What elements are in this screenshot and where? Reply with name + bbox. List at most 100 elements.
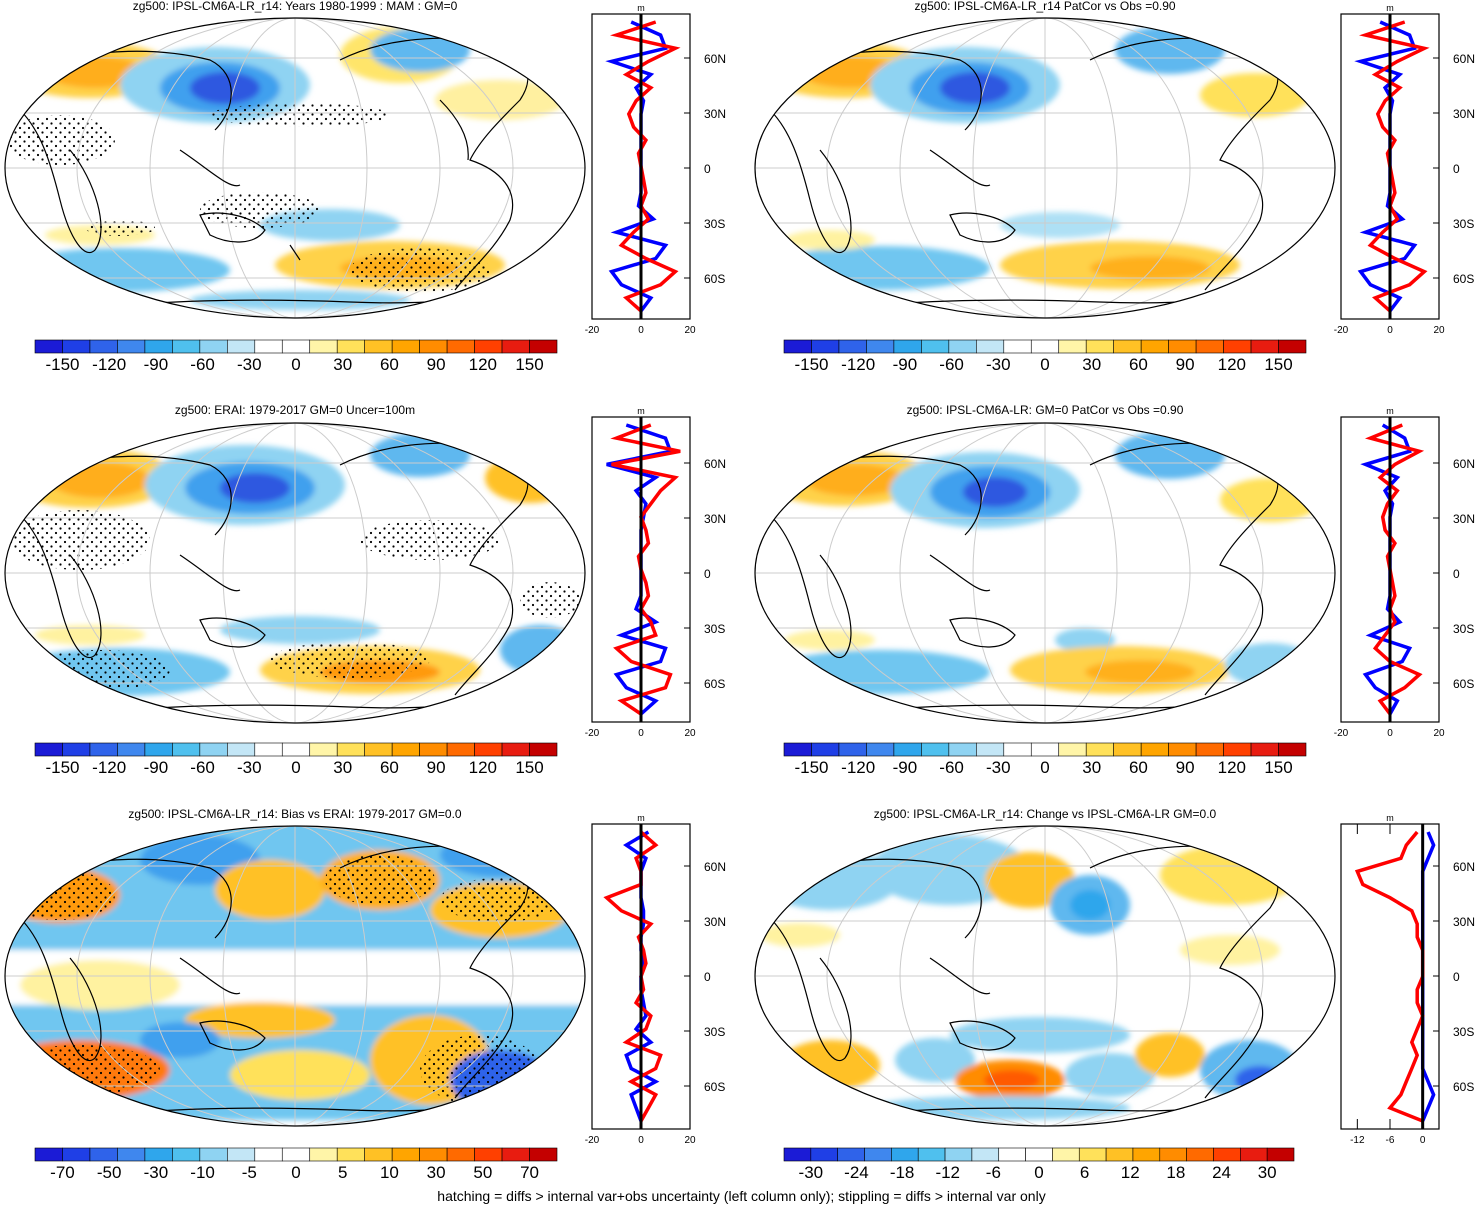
colorbar-label: 150 (1264, 355, 1292, 374)
colorbar-swatch (117, 1147, 146, 1162)
panel-1-title: zg500: IPSL-CM6A-LR_r14: Years 1980-1999… (133, 0, 458, 13)
colorbar-label: 120 (469, 355, 497, 374)
colorbar-swatch (144, 339, 173, 354)
colorbar-label: -30 (986, 355, 1011, 374)
panel-4-colorbar: -150 -120 -90 -60 -30 0 30 60 90 120 150 (783, 742, 1307, 777)
colorbar-swatch (921, 742, 950, 757)
colorbar-label: -150 (45, 758, 79, 777)
panel-6: zg500: IPSL-CM6A-LR_r14: Change vs IPSL-… (754, 807, 1475, 1182)
map-border (754, 17, 1336, 319)
colorbar-swatch (1195, 339, 1224, 354)
colorbar-label: -90 (893, 758, 918, 777)
coastlines (769, 442, 1279, 718)
colorbar-label: 6 (1080, 1163, 1089, 1182)
colorbar-label: -30 (144, 1163, 169, 1182)
x-tick-label: 0 (638, 1135, 644, 1146)
map-border (4, 422, 586, 724)
colorbar-swatch (998, 1147, 1026, 1162)
colorbar-swatch (89, 742, 118, 757)
figure-footer: hatching = diffs > internal var+obs unce… (437, 1188, 1046, 1204)
map-border (754, 422, 1336, 724)
colorbar-swatch (1223, 742, 1252, 757)
colorbar-swatch (1030, 339, 1060, 354)
colorbar-label: 30 (1258, 1163, 1277, 1182)
colorbar-swatch (1140, 339, 1169, 354)
colorbar-swatch (1168, 339, 1197, 354)
colorbar-label: 90 (1176, 355, 1195, 374)
colorbar-swatch (529, 339, 558, 354)
panel-2-map (755, 18, 1335, 318)
colorbar-swatch (89, 1147, 118, 1162)
colorbar-label: 90 (427, 355, 446, 374)
lat-label: 30N (704, 915, 726, 929)
colorbar-swatch (474, 339, 503, 354)
colorbar-swatch (501, 1147, 530, 1162)
colorbar-label: -150 (794, 758, 828, 777)
colorbar-label: -120 (92, 355, 126, 374)
colorbar-swatch (1030, 742, 1060, 757)
colorbar-label: -10 (190, 1163, 215, 1182)
colorbar-swatch (419, 742, 448, 757)
colorbar-swatch (446, 339, 475, 354)
colorbar-swatch (446, 1147, 475, 1162)
lat-label: 30S (704, 217, 725, 231)
colorbar-label: -90 (144, 758, 169, 777)
colorbar-swatch (948, 742, 977, 757)
colorbar-swatch (391, 1147, 420, 1162)
lat-label: 30N (1453, 107, 1475, 121)
colorbar-swatch (976, 742, 1005, 757)
colorbar-label: 5 (338, 1163, 347, 1182)
colorbar-label: 0 (1040, 355, 1049, 374)
colorbar-swatch (419, 1147, 448, 1162)
panel-1-zonal-mean-plot: m -20 0 20 60N 30N 0 30S 60S (585, 3, 726, 336)
colorbar-swatch (62, 339, 91, 354)
colorbar-label: -150 (794, 355, 828, 374)
lat-label: 60N (704, 52, 726, 66)
colorbar-label: 90 (427, 758, 446, 777)
colorbar-swatch (811, 742, 840, 757)
colorbar-swatch (172, 1147, 201, 1162)
zonal-unit: m (1386, 813, 1394, 823)
colorbar-label: 30 (1082, 355, 1101, 374)
colorbar-label: -120 (841, 355, 875, 374)
colorbar-label: -150 (45, 355, 79, 374)
colorbar-label: -30 (799, 1163, 824, 1182)
colorbar-label: -60 (190, 758, 215, 777)
colorbar-label: 120 (1218, 758, 1246, 777)
colorbar-swatch (336, 339, 365, 354)
colorbar-swatch (891, 1147, 919, 1162)
colorbar-swatch (117, 742, 146, 757)
colorbar-swatch (1278, 742, 1307, 757)
colorbar-label: -24 (844, 1163, 869, 1182)
map-border (4, 17, 586, 319)
colorbar-label: -6 (986, 1163, 1001, 1182)
colorbar-swatch (864, 1147, 892, 1162)
colorbar-swatch (199, 1147, 228, 1162)
stippling (5, 103, 490, 292)
colorbar-label: -18 (890, 1163, 915, 1182)
colorbar-swatch (1003, 339, 1032, 354)
zonal-obs-line (1360, 423, 1413, 715)
colorbar-swatch (281, 742, 311, 757)
x-tick-label: -20 (1334, 325, 1349, 336)
x-tick-label: 20 (1433, 728, 1445, 739)
colorbar-swatch (172, 742, 201, 757)
colorbar-swatch (474, 1147, 503, 1162)
colorbar-label: 90 (1176, 758, 1195, 777)
panel-2-zonal-mean-plot: m -20 0 20 60N 30N 0 30S 60S (1334, 3, 1475, 336)
lat-label: 60S (704, 272, 725, 286)
x-tick-label: -20 (585, 1135, 600, 1146)
lat-label: 60S (704, 1080, 725, 1094)
x-tick-label: 0 (638, 728, 644, 739)
colorbar-label: -30 (986, 758, 1011, 777)
colorbar-swatch (199, 339, 228, 354)
colorbar-swatch (810, 1147, 838, 1162)
x-tick-label: 0 (1387, 325, 1393, 336)
lat-label: 30S (1453, 217, 1474, 231)
zonal-model-line (1354, 830, 1425, 1123)
colorbar-swatch (1003, 742, 1032, 757)
colorbar-swatch (1132, 1147, 1161, 1162)
colorbar-label: 60 (1129, 355, 1148, 374)
colorbar-swatch (309, 742, 338, 757)
